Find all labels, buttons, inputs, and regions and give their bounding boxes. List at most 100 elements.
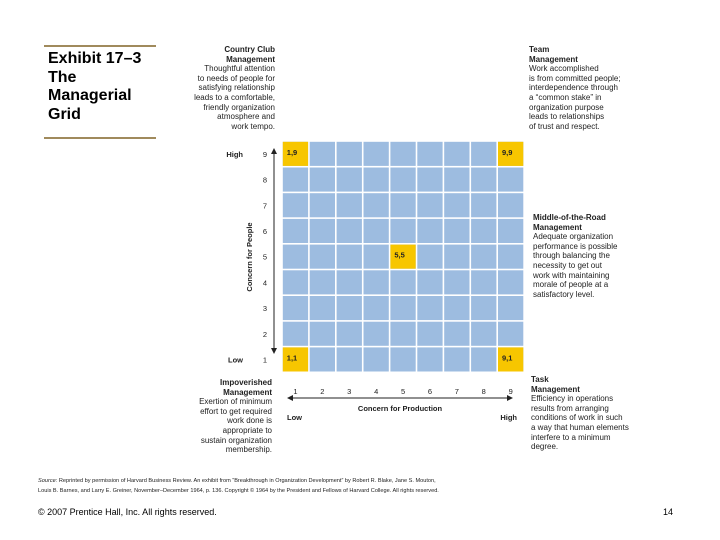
grid-cell bbox=[309, 218, 335, 243]
annotation-line: Efficiency in operations bbox=[531, 394, 614, 404]
team-annotation: Team Management Work accomplished is fro… bbox=[529, 45, 659, 131]
annotation-heading: Management bbox=[531, 384, 580, 394]
grid-cell bbox=[471, 141, 497, 166]
highlight-label: 5,5 bbox=[394, 251, 404, 260]
source-line: Louis B. Barnes, and Larry E. Greiner, N… bbox=[38, 488, 439, 494]
grid-cell bbox=[282, 270, 309, 295]
grid-cell bbox=[336, 244, 362, 269]
annotation-line: conditions of work in such bbox=[531, 413, 623, 423]
highlight-label: 1,1 bbox=[287, 353, 297, 362]
grid-cell bbox=[444, 347, 470, 372]
y-axis-arrow-down bbox=[271, 348, 277, 354]
annotation-line: morale of people at a bbox=[533, 280, 609, 290]
grid-cell bbox=[498, 270, 524, 295]
copyright-notice: © 2007 Prentice Hall, Inc. All rights re… bbox=[38, 507, 217, 517]
annotation-line: is from committed people; bbox=[529, 73, 621, 83]
grid-cell bbox=[444, 218, 470, 243]
grid-cell bbox=[417, 296, 443, 321]
grid-cell bbox=[309, 321, 335, 346]
y-tick-label: 1 bbox=[263, 355, 267, 364]
annotation-heading: Management bbox=[529, 54, 578, 64]
y-low-label: Low bbox=[228, 355, 243, 364]
grid-cell bbox=[336, 270, 362, 295]
annotation-line: appropriate to bbox=[222, 425, 272, 435]
x-tick-label: 2 bbox=[320, 387, 324, 396]
grid-cell bbox=[417, 141, 443, 166]
grid-cell bbox=[417, 244, 443, 269]
highlight-label: 9,1 bbox=[502, 353, 512, 362]
y-tick-label: 5 bbox=[263, 253, 267, 262]
grid-cell bbox=[282, 218, 309, 243]
grid-cell bbox=[471, 321, 497, 346]
grid-cell bbox=[309, 270, 335, 295]
annotation-heading: Task bbox=[531, 375, 549, 384]
annotation-line: of trust and respect. bbox=[529, 121, 600, 131]
x-tick-label: 8 bbox=[482, 387, 486, 396]
exhibit-title: Exhibit 17–3 The Managerial Grid bbox=[48, 50, 158, 124]
annotation-line: Adequate organization bbox=[533, 232, 614, 242]
x-high-label: High bbox=[500, 413, 517, 422]
grid-cell bbox=[498, 296, 524, 321]
grid-cell bbox=[417, 167, 443, 192]
annotation-line: a “common stake” in bbox=[529, 92, 602, 102]
annotation-line: organization purpose bbox=[529, 102, 604, 112]
annotation-line: work tempo. bbox=[231, 121, 275, 131]
annotation-line: Work accomplished bbox=[529, 64, 599, 74]
grid-cell bbox=[363, 296, 389, 321]
annotation-heading: Team bbox=[529, 45, 550, 54]
grid-cell bbox=[444, 244, 470, 269]
grid-cell bbox=[417, 347, 443, 372]
annotation-heading: Management bbox=[223, 387, 272, 397]
exhibit-title-line: The bbox=[48, 68, 77, 86]
middle-of-road-annotation: Middle-of-the-Road Management Adequate o… bbox=[533, 213, 653, 299]
highlight-cell bbox=[498, 141, 524, 166]
y-tick-label: 4 bbox=[263, 278, 267, 287]
exhibit-title-line: Grid bbox=[48, 105, 81, 123]
impoverished-annotation: Impoverished Management Exertion of mini… bbox=[176, 378, 272, 455]
x-tick-label: 5 bbox=[401, 387, 405, 396]
y-tick-label: 8 bbox=[263, 176, 267, 185]
x-low-label: Low bbox=[287, 413, 302, 422]
grid-cell bbox=[336, 347, 362, 372]
grid-cell bbox=[336, 296, 362, 321]
grid-cell bbox=[282, 193, 309, 218]
grid-cell bbox=[282, 167, 309, 192]
grid-cell bbox=[363, 347, 389, 372]
highlight-cell bbox=[282, 347, 309, 372]
grid-cell bbox=[471, 167, 497, 192]
grid-cell bbox=[471, 218, 497, 243]
x-axis-arrow-left bbox=[287, 395, 293, 401]
grid-cell bbox=[363, 321, 389, 346]
annotation-heading: Management bbox=[226, 54, 275, 64]
y-tick-label: 3 bbox=[263, 304, 267, 313]
annotation-line: performance is possible bbox=[533, 241, 618, 251]
y-axis-arrow-up bbox=[271, 148, 277, 154]
x-tick-label: 1 bbox=[293, 387, 297, 396]
grid-cell bbox=[417, 270, 443, 295]
page-number: 14 bbox=[663, 507, 674, 517]
grid-cell bbox=[444, 141, 470, 166]
grid-cell bbox=[309, 347, 335, 372]
grid-cell bbox=[471, 244, 497, 269]
grid-cell bbox=[417, 218, 443, 243]
annotation-line: satisfying relationship bbox=[198, 83, 275, 93]
grid-cell bbox=[363, 270, 389, 295]
annotation-line: friendly organization bbox=[203, 102, 275, 112]
highlight-cell bbox=[282, 141, 309, 166]
grid-cell bbox=[336, 321, 362, 346]
x-tick-label: 7 bbox=[455, 387, 459, 396]
annotation-line: results from arranging bbox=[531, 403, 609, 413]
task-annotation: Task Management Efficiency in operations… bbox=[531, 375, 656, 452]
y-axis-title: Concern for People bbox=[245, 222, 254, 291]
grid-cell bbox=[471, 270, 497, 295]
annotation-line: Thoughtful attention bbox=[204, 64, 275, 74]
grid-cell bbox=[282, 321, 309, 346]
annotation-line: work done is bbox=[227, 416, 272, 426]
y-tick-label: 9 bbox=[263, 150, 267, 159]
annotation-line: satisfactory level. bbox=[533, 289, 595, 299]
y-tick-label: 6 bbox=[263, 227, 267, 236]
grid-cell bbox=[309, 193, 335, 218]
grid-cell bbox=[417, 193, 443, 218]
x-axis-arrow-right bbox=[507, 395, 513, 401]
annotation-line: leads to relationships bbox=[529, 112, 605, 122]
